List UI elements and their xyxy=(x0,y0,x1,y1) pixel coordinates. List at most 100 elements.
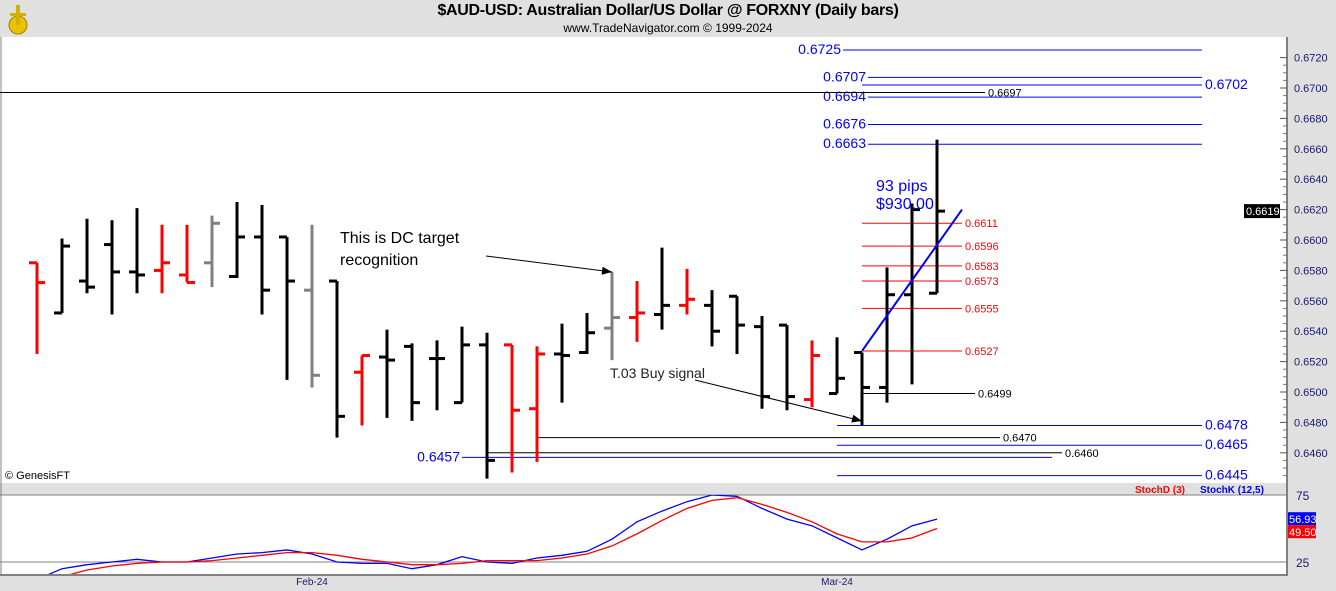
ohlc-bar xyxy=(429,340,445,411)
chart-subtitle: www.TradeNavigator.com © 1999-2024 xyxy=(563,21,773,35)
stoch-tick-label: 75 xyxy=(1296,489,1310,503)
ohlc-bar xyxy=(679,268,695,315)
x-tick-label: Feb-24 xyxy=(296,577,328,588)
level-label: 0.6702 xyxy=(1205,76,1248,92)
y-tick-label: 0.6640 xyxy=(1294,174,1328,186)
ohlc-bar xyxy=(404,343,420,421)
x-tick-label: Mar-24 xyxy=(821,577,853,588)
ohlc-bar xyxy=(154,224,170,294)
ohlc-bar xyxy=(204,215,220,288)
ohlc-bar xyxy=(129,208,145,294)
stoch-d-value: 49.50 xyxy=(1289,527,1317,539)
dc-target-label-line2: recognition xyxy=(340,252,418,269)
y-tick-label: 0.6660 xyxy=(1294,144,1328,156)
level-label: 0.6676 xyxy=(823,115,866,131)
stoch-tick-label: 25 xyxy=(1296,556,1310,570)
ohlc-bar xyxy=(54,238,70,315)
buy-signal-arrow xyxy=(694,379,863,422)
y-tick-label: 0.6520 xyxy=(1294,357,1328,369)
y-tick-label: 0.6460 xyxy=(1294,448,1328,460)
ohlc-bar xyxy=(104,220,120,315)
stoch-k-value-box xyxy=(1288,512,1316,526)
level-label: 0.6596 xyxy=(965,241,999,253)
stoch-d-value-box xyxy=(1288,525,1316,539)
y-tick-label: 0.6580 xyxy=(1294,265,1328,277)
ohlc-bar xyxy=(529,346,545,462)
ohlc-bar xyxy=(904,203,920,385)
legend-stochd: StochD (3) xyxy=(1135,485,1185,496)
ohlc-bar xyxy=(179,224,195,285)
ohlc-bar xyxy=(929,139,945,295)
level-label: 0.6478 xyxy=(1205,416,1248,432)
ohlc-bar xyxy=(279,235,295,380)
level-label: 0.6697 xyxy=(988,88,1022,100)
level-label: 0.6555 xyxy=(965,303,999,315)
chart-title: $AUD-USD: Australian Dollar/US Dollar @ … xyxy=(437,2,899,19)
copyright-label: © GenesisFT xyxy=(5,470,70,482)
ohlc-bar xyxy=(729,294,745,354)
level-label: 0.6573 xyxy=(965,276,999,288)
level-label: 0.6694 xyxy=(823,88,866,104)
ohlc-bar xyxy=(854,350,870,426)
ohlc-bar xyxy=(579,312,595,354)
stoch-header-band xyxy=(0,483,1287,495)
level-label: 0.6460 xyxy=(1065,448,1099,460)
ohlc-bar xyxy=(604,271,620,361)
level-label: 0.6457 xyxy=(417,448,460,464)
level-label: 0.6707 xyxy=(823,68,866,84)
ohlc-bar xyxy=(504,343,520,473)
last-price-label: 0.6619 xyxy=(1246,206,1280,218)
dollars-label: $930.00 xyxy=(876,196,934,213)
level-label: 0.6663 xyxy=(823,135,866,151)
level-label: 0.6499 xyxy=(978,388,1012,400)
last-price-box xyxy=(1244,204,1280,219)
ohlc-bar xyxy=(29,261,45,354)
level-label: 0.6725 xyxy=(798,41,841,57)
ohlc-bar xyxy=(79,218,95,294)
y-tick-label: 0.6540 xyxy=(1294,326,1328,338)
y-tick-label: 0.6680 xyxy=(1294,113,1328,125)
ohlc-bar xyxy=(304,224,320,388)
stoch-d-line xyxy=(69,497,938,574)
trade-navigator-logo-icon xyxy=(8,5,28,35)
y-tick-label: 0.6600 xyxy=(1294,235,1328,247)
y-tick-label: 0.6720 xyxy=(1294,53,1328,65)
y-tick-label: 0.6560 xyxy=(1294,296,1328,308)
y-tick-label: 0.6620 xyxy=(1294,205,1328,217)
buy-signal-arrow-head xyxy=(851,414,862,423)
level-label: 0.6465 xyxy=(1205,436,1248,452)
level-label: 0.6445 xyxy=(1205,467,1248,483)
ohlc-bar xyxy=(454,326,470,405)
ohlc-bar xyxy=(804,340,820,408)
price-panel xyxy=(0,37,1287,483)
buy-signal-label: T.03 Buy signal xyxy=(610,365,705,381)
pips-label: 93 pips xyxy=(876,178,928,195)
ohlc-bar xyxy=(629,281,645,342)
ohlc-bar xyxy=(704,290,720,347)
ohlc-bar xyxy=(329,279,345,438)
dc-target-label-line1: This is DC target xyxy=(340,230,460,247)
y-tick-label: 0.6700 xyxy=(1294,83,1328,95)
level-label: 0.6583 xyxy=(965,261,999,273)
ohlc-bar xyxy=(554,323,570,403)
ohlc-bar xyxy=(354,354,370,426)
y-tick-label: 0.6500 xyxy=(1294,387,1328,399)
ohlc-bar xyxy=(229,202,245,278)
ohlc-bar xyxy=(879,267,895,403)
ohlc-bar xyxy=(829,337,845,396)
level-label: 0.6470 xyxy=(1003,433,1037,445)
ohlc-bar xyxy=(779,323,795,411)
ohlc-bar xyxy=(654,247,670,330)
level-label: 0.6527 xyxy=(965,346,999,358)
stoch-k-value: 56.93 xyxy=(1289,514,1317,526)
gain-trend-line xyxy=(861,209,963,352)
ohlc-bar xyxy=(379,329,395,418)
ohlc-bar xyxy=(479,332,495,479)
dc-target-arrow-head xyxy=(601,266,612,275)
legend-stochk: StochK (12,5) xyxy=(1200,485,1264,496)
level-label: 0.6611 xyxy=(965,218,998,230)
y-tick-label: 0.6480 xyxy=(1294,417,1328,429)
title-bar: $AUD-USD: Australian Dollar/US Dollar @ … xyxy=(0,0,1336,37)
dc-target-arrow xyxy=(485,255,613,273)
